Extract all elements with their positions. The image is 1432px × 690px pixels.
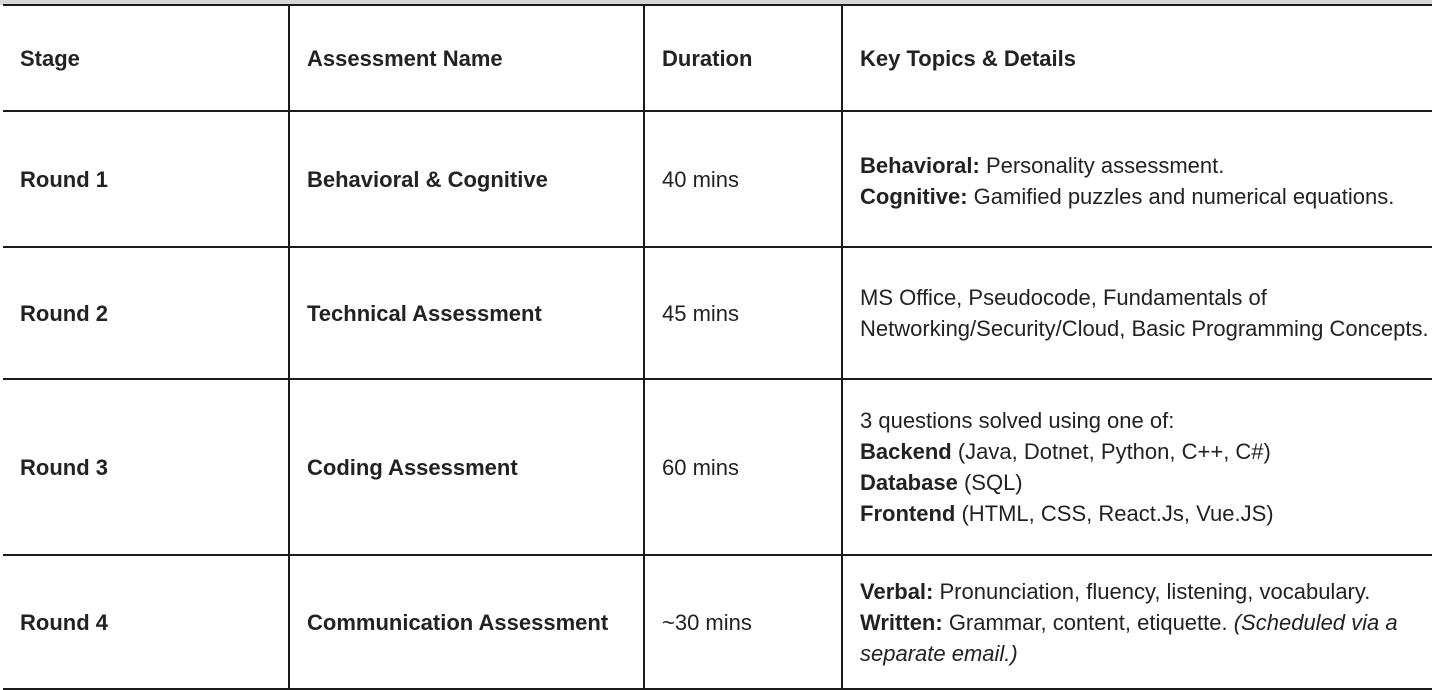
header-assessment-name: Assessment Name: [288, 4, 644, 112]
header-stage: Stage: [3, 4, 289, 112]
details-label: Frontend: [860, 501, 956, 526]
details-label: Behavioral:: [860, 153, 980, 178]
details-text: Pronunciation, fluency, listening, vocab…: [933, 578, 1371, 604]
details-label: Database: [860, 470, 958, 495]
assessment-name-cell: Behavioral & Cognitive: [288, 110, 644, 248]
details-label: Cognitive:: [860, 184, 968, 209]
details-intro: 3 questions solved using one of:: [860, 408, 1175, 433]
details-line: Behavioral: Personality assessment.: [860, 150, 1432, 181]
details-line: Verbal: Pronunciation, fluency, listenin…: [860, 576, 1432, 607]
details-text: (SQL): [957, 470, 1023, 495]
assessment-table: Stage Assessment Name Duration Key Topic…: [3, 4, 1432, 690]
table-row: Round 4 Communication Assessment ~30 min…: [3, 554, 1432, 690]
details-label: Verbal:: [860, 578, 934, 604]
stage-cell: Round 2: [3, 246, 289, 380]
header-duration: Duration: [643, 4, 842, 112]
details-cell: 3 questions solved using one of: Backend…: [841, 378, 1432, 556]
assessment-name-cell: Communication Assessment: [288, 554, 644, 690]
top-border: [0, 0, 1432, 5]
details-note: (Scheduled via a separate email.): [860, 609, 1398, 666]
stage-cell: Round 3: [3, 378, 289, 556]
details-cell: MS Office, Pseudocode, Fundamentals of N…: [841, 246, 1432, 380]
details-cell: Verbal: Pronunciation, fluency, listenin…: [841, 554, 1432, 690]
details-text: (Java, Dotnet, Python, C++, C#): [951, 439, 1271, 464]
assessment-name-cell: Coding Assessment: [288, 378, 644, 556]
details-line: Cognitive: Gamified puzzles and numerica…: [860, 181, 1432, 212]
details-text: Grammar, content, etiquette.: [942, 609, 1234, 635]
details-line: Written: Grammar, content, etiquette. (S…: [860, 607, 1432, 669]
duration-cell: 45 mins: [643, 246, 842, 380]
duration-cell: ~30 mins: [643, 554, 842, 690]
duration-cell: 60 mins: [643, 378, 842, 556]
details-cell: Behavioral: Personality assessment. Cogn…: [841, 110, 1432, 248]
table-row: Round 2 Technical Assessment 45 mins MS …: [3, 246, 1432, 380]
assessment-name-cell: Technical Assessment: [288, 246, 644, 380]
details-text: Gamified puzzles and numerical equations…: [967, 184, 1395, 209]
details-text: Personality assessment.: [979, 153, 1225, 178]
table-header-row: Stage Assessment Name Duration Key Topic…: [3, 4, 1432, 112]
table-row: Round 3 Coding Assessment 60 mins 3 ques…: [3, 378, 1432, 556]
stage-cell: Round 1: [3, 110, 289, 248]
details-line: Database (SQL): [860, 467, 1432, 498]
details-line: Frontend (HTML, CSS, React.Js, Vue.JS): [860, 498, 1432, 529]
details-text: (HTML, CSS, React.Js, Vue.JS): [955, 501, 1274, 526]
details-text: MS Office, Pseudocode, Fundamentals of N…: [860, 285, 1429, 341]
duration-cell: 40 mins: [643, 110, 842, 248]
details-label: Backend: [860, 439, 952, 464]
details-label: Written:: [860, 609, 943, 635]
table-row: Round 1 Behavioral & Cognitive 40 mins B…: [3, 110, 1432, 248]
stage-cell: Round 4: [3, 554, 289, 690]
details-line: Backend (Java, Dotnet, Python, C++, C#): [860, 436, 1432, 467]
header-details: Key Topics & Details: [841, 4, 1432, 112]
